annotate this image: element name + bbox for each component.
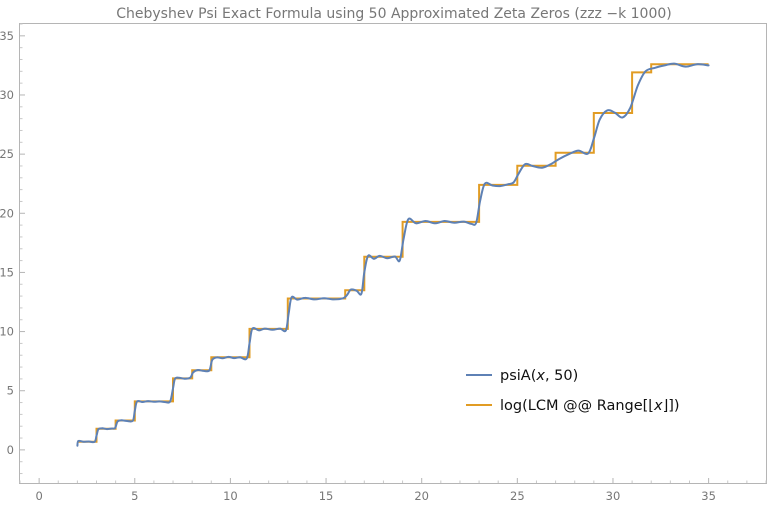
x-tick-label: 35	[701, 489, 716, 503]
y-tick-label: 20	[0, 206, 14, 220]
legend-label-log-lcm: log(LCM @@ Range[⌊x⌋])	[500, 398, 680, 414]
x-tick-label: 15	[319, 489, 334, 503]
chart-title: Chebyshev Psi Exact Formula using 50 App…	[116, 6, 672, 22]
x-tick-label: 30	[606, 489, 621, 503]
x-axis: 0 5 10 15 20 25 30 35	[19, 478, 767, 503]
x-tick-label: 20	[414, 489, 429, 503]
series-line-log-lcm	[77, 63, 709, 443]
y-axis: 0 5 10 15 20 25 30 35	[0, 23, 25, 475]
y-tick-label: 35	[0, 29, 14, 43]
legend: psiA(x, 50) log(LCM @@ Range[⌊x⌋])	[466, 368, 680, 414]
y-tick-label: 0	[7, 443, 14, 457]
y-tick-label: 25	[0, 147, 14, 161]
x-tick-label: 5	[131, 489, 138, 503]
legend-label-psiA: psiA(x, 50)	[500, 368, 578, 384]
x-tick-label: 25	[510, 489, 525, 503]
series-line-psiA	[76, 62, 710, 447]
x-tick-label: 10	[223, 489, 238, 503]
y-tick-label: 30	[0, 88, 14, 102]
series-layer	[76, 62, 710, 447]
y-tick-label: 10	[0, 325, 14, 339]
y-tick-label: 5	[7, 384, 14, 398]
x-tick-label: 0	[35, 489, 42, 503]
plot-frame	[19, 23, 767, 484]
y-tick-label: 15	[0, 265, 14, 279]
